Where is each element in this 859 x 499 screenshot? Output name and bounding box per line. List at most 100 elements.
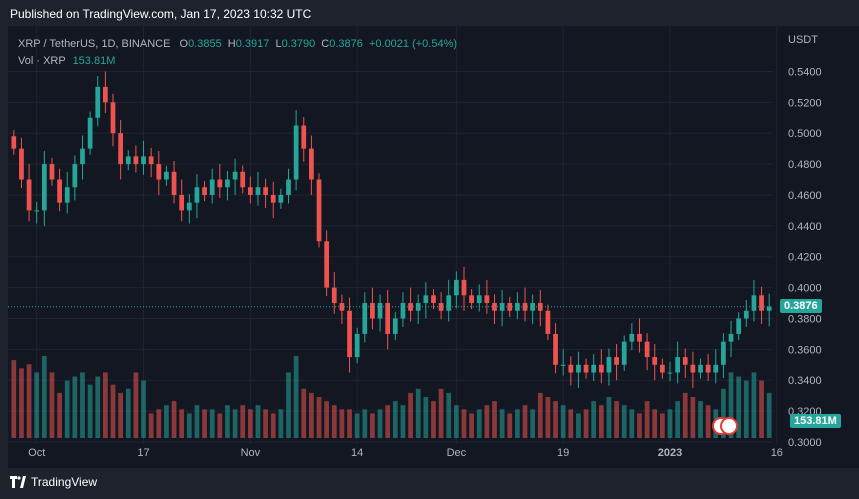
volume-bar bbox=[95, 376, 101, 438]
volume-bar bbox=[179, 409, 185, 438]
candle-body bbox=[19, 148, 24, 180]
volume-bar bbox=[232, 409, 238, 438]
volume-bar bbox=[202, 409, 207, 438]
volume-bar bbox=[362, 409, 368, 438]
y-tick-label: 0.5000 bbox=[788, 128, 822, 140]
volume-bar bbox=[766, 392, 772, 438]
volume-bar bbox=[19, 368, 24, 438]
candle-body bbox=[324, 241, 330, 288]
candle-body bbox=[682, 357, 688, 365]
volume-bar bbox=[270, 413, 276, 438]
candle-body bbox=[202, 187, 207, 195]
volume-bar bbox=[293, 356, 299, 438]
candle-body bbox=[80, 148, 85, 165]
volume-bar bbox=[301, 388, 307, 438]
volume-bar bbox=[316, 397, 322, 438]
volume-bar bbox=[217, 413, 223, 438]
candle-body bbox=[545, 310, 551, 334]
candle-body bbox=[652, 357, 658, 365]
volume-bar bbox=[736, 376, 742, 438]
candle-body bbox=[362, 303, 368, 334]
candle-body bbox=[576, 364, 581, 373]
volume-bar bbox=[545, 397, 551, 438]
candle-body bbox=[743, 310, 749, 319]
volume-bar bbox=[278, 409, 284, 438]
candle-body bbox=[49, 164, 55, 180]
volume-bar bbox=[194, 405, 200, 438]
y-tick-label: 0.4800 bbox=[788, 159, 822, 171]
close-value: 0.3876 bbox=[329, 38, 363, 50]
volume-bar bbox=[629, 409, 635, 438]
candle-body bbox=[11, 136, 17, 149]
volume-bar bbox=[721, 388, 726, 438]
low-label: L bbox=[275, 38, 282, 50]
y-tick-label: 0.3800 bbox=[788, 313, 822, 325]
candle-body bbox=[95, 86, 101, 118]
x-tick-label: 2023 bbox=[658, 447, 682, 459]
candle-body bbox=[72, 164, 78, 188]
candle-body bbox=[309, 148, 314, 180]
candles bbox=[11, 71, 772, 388]
price-axis: 0.5400 0.5200 0.5000 0.4800 0.4600 0.4400 0.42… bbox=[788, 66, 822, 449]
x-tick-label: Nov bbox=[241, 447, 261, 459]
candle-body bbox=[415, 303, 421, 311]
volume-bar bbox=[576, 413, 581, 438]
candle-body bbox=[110, 102, 116, 134]
candle-body bbox=[423, 295, 429, 304]
volume-bar bbox=[347, 409, 352, 438]
candle-body bbox=[476, 295, 482, 304]
volume-bar bbox=[339, 409, 345, 438]
footer-brand[interactable]: TradingView bbox=[31, 475, 98, 489]
candle-body bbox=[515, 303, 520, 311]
volume-bar bbox=[255, 405, 261, 438]
volume-bar bbox=[164, 405, 169, 438]
volume-bar bbox=[34, 372, 40, 438]
candle-body bbox=[34, 210, 40, 212]
change-value: +0.0021 (+0.54%) bbox=[368, 38, 458, 50]
volume-bar bbox=[522, 405, 528, 438]
candle-body bbox=[286, 179, 291, 195]
y-tick-label: 0.5400 bbox=[788, 66, 822, 78]
volume-bar bbox=[148, 413, 154, 438]
x-tick-label: Oct bbox=[28, 447, 45, 459]
volume-value: 153.81M bbox=[72, 55, 116, 67]
volume-bar bbox=[423, 397, 429, 438]
volume-bar bbox=[64, 380, 70, 438]
symbol-label: XRP / TetherUS, 1D, BINANCE bbox=[18, 38, 171, 50]
candle-body bbox=[438, 303, 444, 311]
candle-body bbox=[461, 279, 467, 296]
volume-bar bbox=[57, 392, 62, 438]
y-tick-label: 0.3000 bbox=[788, 437, 822, 449]
volume-tag: 153.81M bbox=[790, 414, 841, 428]
volume-bar bbox=[103, 372, 108, 438]
volume-bar bbox=[598, 405, 604, 438]
chart-panel[interactable]: 0.5400 0.5200 0.5000 0.4800 0.4600 0.4400 0.42… bbox=[8, 26, 859, 468]
us-flag-icon[interactable] bbox=[720, 417, 738, 435]
close-label: C bbox=[321, 38, 330, 50]
candle-body bbox=[270, 194, 276, 203]
candle-body bbox=[247, 187, 253, 195]
candle-body bbox=[484, 295, 490, 304]
candle-body bbox=[598, 364, 604, 373]
volume-bar bbox=[263, 409, 268, 438]
candle-body bbox=[667, 372, 673, 374]
candle-body bbox=[217, 179, 223, 188]
volume-bar bbox=[385, 405, 391, 438]
candle-body bbox=[728, 333, 734, 342]
volume-bar bbox=[49, 372, 55, 438]
volume-bar bbox=[87, 384, 93, 438]
y-tick-label: 0.4400 bbox=[788, 221, 822, 233]
volume-bar bbox=[186, 413, 192, 438]
footer: TradingView bbox=[10, 475, 97, 489]
candle-body bbox=[240, 171, 246, 188]
price-chart[interactable]: 0.5400 0.5200 0.5000 0.4800 0.4600 0.4400 0.42… bbox=[8, 26, 859, 468]
chart-legend: XRP / TetherUS, 1D, BINANCE O0.3855 H0.3… bbox=[18, 36, 460, 70]
volume-bar bbox=[583, 409, 589, 438]
volume-row: Vol · XRP 153.81M bbox=[18, 53, 460, 70]
candle-body bbox=[331, 287, 337, 304]
candle-body bbox=[553, 333, 558, 365]
candle-body bbox=[453, 279, 459, 296]
volume-bar bbox=[11, 360, 17, 438]
candle-body bbox=[354, 333, 360, 358]
volume-bar bbox=[659, 413, 665, 438]
